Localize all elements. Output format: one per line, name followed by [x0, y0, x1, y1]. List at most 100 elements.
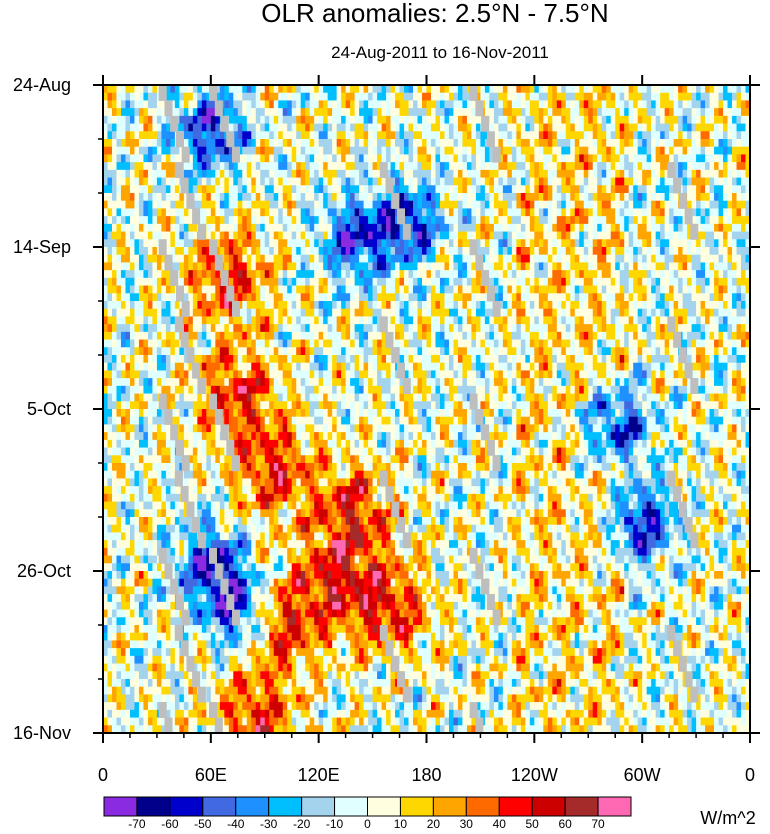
heatmap-cell — [498, 231, 504, 240]
heatmap-cell — [269, 254, 275, 263]
heatmap-cell — [493, 216, 499, 225]
heatmap-cell — [453, 100, 459, 109]
heatmap-cell — [651, 339, 656, 348]
heatmap-cell — [107, 339, 113, 348]
heatmap-cell — [637, 277, 643, 286]
heatmap-cell — [273, 177, 279, 186]
heatmap-cell — [165, 316, 171, 325]
heatmap-cell — [601, 177, 607, 186]
heatmap-cell — [291, 169, 297, 178]
heatmap-cell — [574, 177, 580, 186]
heatmap-cell — [718, 146, 724, 155]
heatmap-cell — [197, 169, 203, 178]
heatmap-cell — [502, 239, 508, 248]
heatmap-cell — [606, 185, 612, 194]
heatmap-cell — [363, 139, 369, 148]
heatmap-cell — [565, 123, 571, 132]
heatmap-cell — [619, 108, 625, 117]
heatmap-cell — [448, 216, 454, 225]
heatmap-cell — [372, 339, 378, 348]
heatmap-cell — [350, 216, 355, 225]
heatmap-cell — [341, 154, 346, 163]
heatmap-cell — [138, 162, 144, 171]
heatmap-cell — [219, 131, 225, 140]
heatmap-cell — [327, 293, 333, 302]
heatmap-cell — [502, 108, 508, 117]
heatmap-cell — [529, 200, 535, 209]
heatmap-cell — [741, 92, 746, 101]
heatmap-cell — [309, 139, 315, 148]
heatmap-cell — [547, 115, 553, 124]
heatmap-cell — [736, 247, 742, 256]
heatmap-cell — [615, 277, 621, 286]
heatmap-cell — [300, 270, 306, 279]
heatmap-cell — [219, 308, 225, 317]
heatmap-cell — [453, 223, 459, 232]
heatmap-cell — [377, 247, 382, 256]
heatmap-cell — [534, 254, 540, 263]
heatmap-cell — [107, 177, 113, 186]
heatmap-cell — [143, 108, 149, 117]
heatmap-cell — [125, 277, 131, 286]
heatmap-cell — [489, 270, 495, 279]
heatmap-cell — [669, 123, 674, 132]
heatmap-cell — [673, 85, 679, 94]
heatmap-cell — [507, 293, 513, 302]
heatmap-cell — [305, 100, 311, 109]
heatmap-cell — [538, 139, 544, 148]
heatmap-cell — [206, 301, 212, 310]
heatmap-cell — [480, 139, 486, 148]
heatmap-cell — [615, 262, 621, 271]
heatmap-cell — [336, 239, 342, 248]
heatmap-cell — [120, 216, 126, 225]
heatmap-cell — [466, 293, 472, 302]
heatmap-cell — [741, 169, 746, 178]
heatmap-cell — [493, 108, 499, 117]
heatmap-cell — [129, 92, 135, 101]
heatmap-cell — [359, 185, 364, 194]
heatmap-cell — [156, 231, 162, 240]
heatmap-cell — [291, 247, 297, 256]
heatmap-cell — [669, 331, 674, 340]
heatmap-cell — [246, 139, 252, 148]
heatmap-cell — [606, 169, 612, 178]
heatmap-cell — [471, 270, 477, 279]
heatmap-cell — [165, 115, 171, 124]
heatmap-cell — [422, 277, 427, 286]
heatmap-cell — [439, 139, 445, 148]
heatmap-cell — [534, 115, 540, 124]
heatmap-cell — [336, 262, 342, 271]
heatmap-cell — [125, 247, 131, 256]
heatmap-cell — [430, 247, 436, 256]
heatmap-cell — [273, 324, 279, 333]
heatmap-cell — [111, 100, 117, 109]
heatmap-cell — [386, 154, 391, 163]
heatmap-cell — [637, 162, 643, 171]
heatmap-cell — [574, 123, 580, 132]
heatmap-cell — [457, 92, 463, 101]
heatmap-cell — [201, 301, 207, 310]
heatmap-cell — [439, 247, 445, 256]
heatmap-cell — [502, 339, 508, 348]
heatmap-cell — [745, 92, 751, 101]
heatmap-cell — [619, 169, 625, 178]
heatmap-cell — [552, 301, 558, 310]
heatmap-cell — [273, 254, 279, 263]
heatmap-cell — [278, 339, 284, 348]
heatmap-cell — [300, 347, 306, 356]
heatmap-cell — [323, 216, 328, 225]
heatmap-cell — [453, 115, 459, 124]
heatmap-cell — [583, 223, 589, 232]
heatmap-cell — [615, 208, 621, 217]
heatmap-cell — [655, 223, 661, 232]
heatmap-cell — [188, 177, 194, 186]
heatmap-cell — [745, 231, 751, 240]
heatmap-cell — [359, 231, 364, 240]
heatmap-cell — [242, 277, 248, 286]
heatmap-cell — [714, 331, 719, 340]
heatmap-cell — [404, 339, 409, 348]
heatmap-cell — [404, 123, 409, 132]
heatmap-cell — [534, 247, 540, 256]
heatmap-cell — [534, 270, 540, 279]
heatmap-cell — [642, 146, 648, 155]
